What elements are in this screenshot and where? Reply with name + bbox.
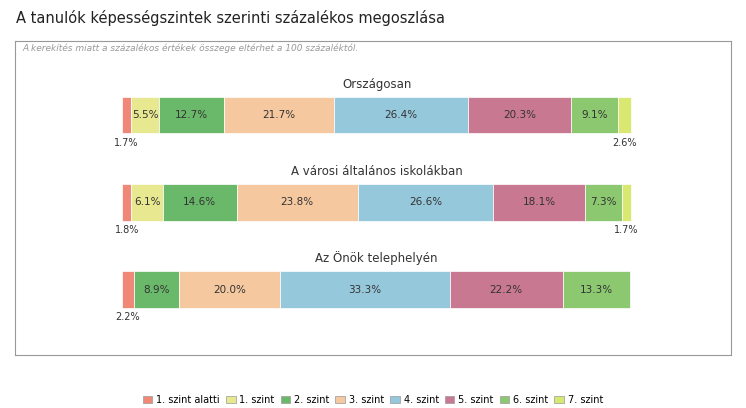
Bar [334,97,468,133]
Bar [493,184,585,221]
Text: 14.6%: 14.6% [183,197,216,207]
Text: 8.9%: 8.9% [143,284,169,295]
Bar [131,97,159,133]
Bar [280,271,450,308]
Text: 13.3%: 13.3% [580,284,613,295]
Text: 9.1%: 9.1% [581,110,608,120]
Text: 33.3%: 33.3% [348,284,382,295]
Bar [122,184,131,221]
Text: A tanulók képességszintek szerinti százalékos megoszlása: A tanulók képességszintek szerinti száza… [16,10,445,26]
Bar [134,271,179,308]
Text: 1.7%: 1.7% [114,137,139,148]
Bar [450,271,562,308]
Bar [236,184,358,221]
Text: 20.3%: 20.3% [504,110,536,120]
Bar [131,184,163,221]
Text: 23.8%: 23.8% [280,197,314,207]
Text: 1.7%: 1.7% [614,225,639,235]
Text: Az Önök telephelyén: Az Önök telephelyén [316,251,438,265]
Bar [622,184,631,221]
Text: 5.5%: 5.5% [132,110,158,120]
Text: 26.6%: 26.6% [409,197,442,207]
Text: 6.1%: 6.1% [134,197,160,207]
Bar [571,97,618,133]
Bar [159,97,224,133]
Bar [468,97,571,133]
Legend: 1. szint alatti, 1. szint, 2. szint, 3. szint, 4. szint, 5. szint, 6. szint, 7. : 1. szint alatti, 1. szint, 2. szint, 3. … [139,391,607,408]
Bar [163,184,236,221]
Text: 12.7%: 12.7% [175,110,208,120]
Text: 26.4%: 26.4% [384,110,418,120]
Bar [585,184,622,221]
Text: A kerekítés miatt a százalékos értékek összege eltérhet a 100 százaléktól.: A kerekítés miatt a százalékos értékek ö… [22,43,358,53]
Text: 22.2%: 22.2% [489,284,523,295]
Text: A városi általános iskolákban: A városi általános iskolákban [291,165,463,178]
Text: 18.1%: 18.1% [522,197,556,207]
Text: 21.7%: 21.7% [262,110,295,120]
Bar [358,184,493,221]
Bar [122,271,134,308]
Text: 2.6%: 2.6% [612,137,636,148]
Text: 7.3%: 7.3% [590,197,617,207]
Text: 2.2%: 2.2% [116,312,140,322]
Bar [179,271,280,308]
Bar [618,97,631,133]
Bar [224,97,334,133]
Text: 1.8%: 1.8% [115,225,139,235]
Text: Országosan: Országosan [342,78,411,91]
Bar [122,97,131,133]
Text: 20.0%: 20.0% [213,284,246,295]
Bar [562,271,630,308]
